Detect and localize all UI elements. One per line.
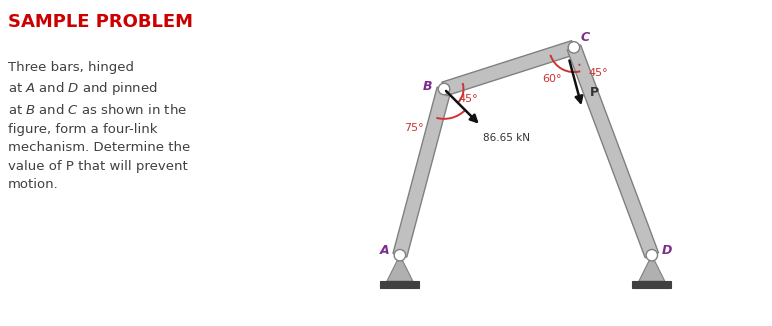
Polygon shape — [442, 41, 576, 96]
Circle shape — [568, 42, 580, 53]
Text: C: C — [581, 31, 590, 44]
Text: 45°: 45° — [589, 68, 608, 78]
Circle shape — [646, 249, 658, 261]
Text: P: P — [590, 86, 599, 99]
Polygon shape — [381, 281, 419, 288]
Polygon shape — [639, 255, 665, 281]
Text: Three bars, hinged
at $\it{A}$ and $\it{D}$ and pinned
at $\it{B}$ and $\it{C}$ : Three bars, hinged at $\it{A}$ and $\it{… — [8, 61, 190, 191]
Text: 75°: 75° — [405, 123, 424, 133]
Text: 86.65 kN: 86.65 kN — [483, 134, 530, 143]
Text: B: B — [422, 80, 432, 93]
Polygon shape — [387, 255, 413, 281]
Text: SAMPLE PROBLEM: SAMPLE PROBLEM — [8, 13, 193, 31]
Polygon shape — [393, 87, 451, 257]
Text: D: D — [662, 244, 672, 257]
Text: A: A — [380, 244, 389, 257]
Polygon shape — [567, 45, 659, 258]
Circle shape — [394, 249, 405, 261]
Circle shape — [438, 83, 450, 95]
Polygon shape — [632, 281, 672, 288]
Text: 45°: 45° — [459, 94, 479, 104]
Text: 60°: 60° — [542, 74, 561, 83]
